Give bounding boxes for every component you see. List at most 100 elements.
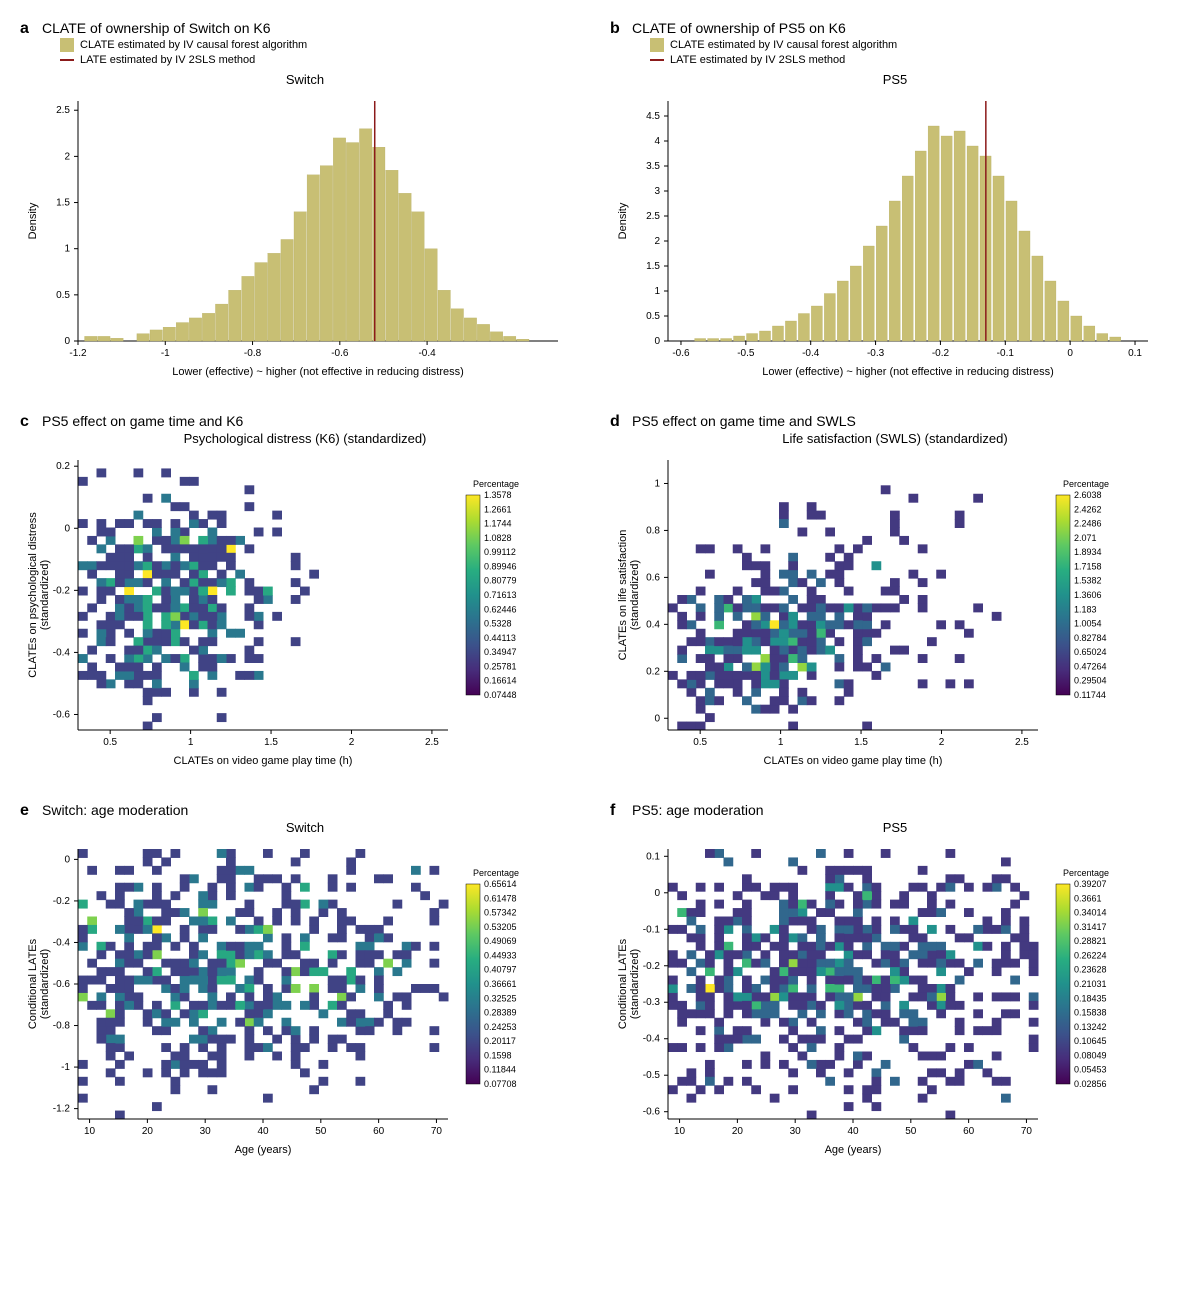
svg-text:10: 10 (84, 1126, 96, 1137)
svg-text:0.18435: 0.18435 (1074, 993, 1107, 1003)
legend-item-bar: CLATE estimated by IV causal forest algo… (650, 38, 1180, 52)
svg-text:0.16614: 0.16614 (484, 676, 517, 686)
legend-label: CLATE estimated by IV causal forest algo… (670, 39, 897, 51)
svg-text:0.07448: 0.07448 (484, 690, 517, 700)
panel-title: CLATE of ownership of PS5 on K6 (632, 20, 1180, 36)
svg-text:-0.5: -0.5 (643, 1070, 661, 1081)
svg-text:0.40797: 0.40797 (484, 965, 517, 975)
svg-text:0.24253: 0.24253 (484, 1022, 517, 1032)
svg-text:0.02856: 0.02856 (1074, 1079, 1107, 1089)
svg-text:-1.2: -1.2 (53, 1104, 71, 1115)
svg-text:1.2661: 1.2661 (484, 504, 512, 514)
svg-text:Lower (effective) ~ higher (no: Lower (effective) ~ higher (not effectiv… (762, 366, 1054, 378)
svg-text:0.1: 0.1 (646, 851, 660, 862)
svg-text:0.39207: 0.39207 (1074, 879, 1107, 889)
svg-text:1.7158: 1.7158 (1074, 561, 1102, 571)
svg-text:0.8: 0.8 (646, 525, 660, 536)
svg-text:4: 4 (654, 136, 660, 147)
svg-text:1: 1 (188, 737, 194, 748)
svg-text:Percentage: Percentage (1063, 479, 1109, 489)
chart-title: PS5 (610, 820, 1180, 835)
svg-text:50: 50 (905, 1126, 917, 1137)
svg-text:Density: Density (617, 202, 629, 239)
svg-text:1.5: 1.5 (56, 198, 70, 209)
panel-title: CLATE of ownership of Switch on K6 (42, 20, 590, 36)
chart-title: Switch (20, 820, 590, 835)
svg-text:-0.4: -0.4 (53, 647, 71, 658)
svg-text:0.31417: 0.31417 (1074, 922, 1107, 932)
svg-text:2.071: 2.071 (1074, 533, 1097, 543)
svg-text:Percentage: Percentage (473, 868, 519, 878)
legend-item-line: LATE estimated by IV 2SLS method (650, 54, 1180, 66)
svg-text:0.20117: 0.20117 (484, 1036, 516, 1046)
svg-text:70: 70 (1021, 1126, 1033, 1137)
svg-text:0.5: 0.5 (103, 737, 117, 748)
svg-text:0: 0 (64, 523, 70, 534)
svg-text:0.36661: 0.36661 (484, 979, 517, 989)
svg-text:1: 1 (64, 244, 70, 255)
svg-text:1.5: 1.5 (264, 737, 278, 748)
svg-text:2: 2 (939, 737, 945, 748)
svg-text:-1.2: -1.2 (69, 348, 87, 359)
panel-letter: d (610, 413, 620, 431)
line-swatch-icon (60, 59, 74, 61)
svg-text:0.44113: 0.44113 (484, 633, 516, 643)
svg-text:-1: -1 (161, 348, 170, 359)
svg-text:Percentage: Percentage (1063, 868, 1109, 878)
panel-f: fPS5: age moderationPS510203040506070-0.… (610, 802, 1180, 1161)
svg-text:1: 1 (778, 737, 784, 748)
panel-title: PS5 effect on game time and K6 (42, 413, 590, 429)
svg-text:0.47264: 0.47264 (1074, 661, 1107, 671)
svg-text:1: 1 (654, 286, 660, 297)
panel-a: aCLATE of ownership of Switch on K6CLATE… (20, 20, 590, 383)
svg-text:0.49069: 0.49069 (484, 936, 517, 946)
svg-text:0.4: 0.4 (646, 619, 660, 630)
svg-text:-0.1: -0.1 (643, 924, 661, 935)
svg-text:Lower (effective) ~ higher (no: Lower (effective) ~ higher (not effectiv… (172, 366, 464, 378)
svg-text:30: 30 (200, 1126, 212, 1137)
heatmap-chart: 0.511.522.5-0.6-0.4-0.200.2CLATEs on vid… (20, 450, 546, 772)
figure-grid: a CLATE of ownership of Switch on K6 CLATE… (20, 20, 1180, 1161)
legend-label: LATE estimated by IV 2SLS method (670, 54, 845, 66)
svg-text:-1: -1 (61, 1062, 70, 1073)
svg-text:3.5: 3.5 (646, 161, 660, 172)
svg-text:0.28389: 0.28389 (484, 1008, 517, 1018)
chart-title: PS5 (610, 72, 1180, 87)
svg-text:-0.4: -0.4 (418, 348, 436, 359)
svg-text:40: 40 (847, 1126, 859, 1137)
panel-d: dPS5 effect on game time and SWLSLife sa… (610, 413, 1180, 772)
panel-letter: a (20, 20, 29, 38)
svg-text:1.5: 1.5 (854, 737, 868, 748)
panel-e: eSwitch: age moderationSwitch10203040506… (20, 802, 590, 1161)
svg-text:0.57342: 0.57342 (484, 908, 517, 918)
svg-text:0.34947: 0.34947 (484, 647, 517, 657)
panel-title: Switch: age moderation (42, 802, 590, 818)
svg-text:1.183: 1.183 (1074, 604, 1097, 614)
svg-text:-0.2: -0.2 (53, 585, 71, 596)
panel-letter: f (610, 802, 615, 820)
svg-text:0.25781: 0.25781 (484, 661, 517, 671)
svg-text:-0.2: -0.2 (53, 896, 71, 907)
svg-text:-0.6: -0.6 (53, 709, 71, 720)
svg-text:0.1598: 0.1598 (484, 1050, 512, 1060)
svg-text:0.05453: 0.05453 (1074, 1065, 1107, 1075)
svg-text:0.1: 0.1 (1128, 348, 1142, 359)
svg-text:2.5: 2.5 (425, 737, 439, 748)
legend: CLATE estimated by IV causal forest algo… (650, 38, 1180, 66)
svg-text:0.2: 0.2 (56, 461, 70, 472)
svg-text:0.23628: 0.23628 (1074, 965, 1107, 975)
svg-text:1.3606: 1.3606 (1074, 590, 1102, 600)
svg-text:-0.2: -0.2 (932, 348, 950, 359)
svg-text:-0.1: -0.1 (997, 348, 1015, 359)
svg-text:0.6: 0.6 (646, 572, 660, 583)
svg-text:2.2486: 2.2486 (1074, 519, 1102, 529)
svg-text:CLATEs on video game play time: CLATEs on video game play time (h) (174, 755, 353, 767)
svg-text:0.11844: 0.11844 (484, 1065, 516, 1075)
panel-title: PS5 effect on game time and SWLS (632, 413, 1180, 429)
svg-text:10: 10 (674, 1126, 686, 1137)
chart-title: Psychological distress (K6) (standardize… (20, 431, 590, 446)
svg-text:1.5382: 1.5382 (1074, 576, 1102, 586)
svg-text:0.3661: 0.3661 (1074, 893, 1102, 903)
svg-text:0.71613: 0.71613 (484, 590, 517, 600)
svg-text:1.8934: 1.8934 (1074, 547, 1102, 557)
